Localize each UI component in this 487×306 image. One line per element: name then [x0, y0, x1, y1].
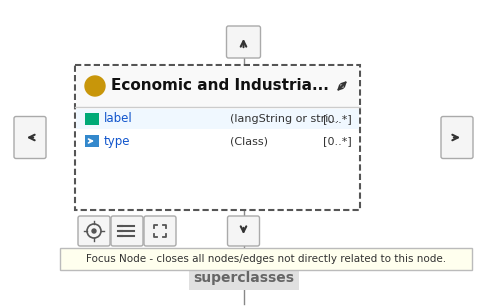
Circle shape: [92, 229, 96, 233]
FancyBboxPatch shape: [85, 113, 99, 125]
Text: (Class): (Class): [230, 136, 268, 146]
FancyBboxPatch shape: [76, 109, 359, 129]
Text: superclasses: superclasses: [193, 271, 294, 285]
Text: [0..*]: [0..*]: [323, 114, 352, 124]
FancyBboxPatch shape: [75, 65, 360, 210]
Text: [0..*]: [0..*]: [323, 136, 352, 146]
FancyBboxPatch shape: [14, 117, 46, 159]
Text: type: type: [104, 135, 131, 147]
FancyBboxPatch shape: [441, 117, 473, 159]
Text: Economic and Industria...: Economic and Industria...: [111, 79, 329, 94]
FancyBboxPatch shape: [226, 26, 261, 58]
FancyBboxPatch shape: [76, 131, 359, 151]
Circle shape: [85, 76, 105, 96]
Text: (langString or stri...: (langString or stri...: [230, 114, 339, 124]
Text: label: label: [104, 113, 133, 125]
FancyBboxPatch shape: [111, 216, 143, 246]
FancyBboxPatch shape: [227, 216, 260, 246]
FancyBboxPatch shape: [85, 135, 99, 147]
FancyBboxPatch shape: [76, 66, 359, 107]
Text: Focus Node - closes all nodes/edges not directly related to this node.: Focus Node - closes all nodes/edges not …: [86, 254, 446, 264]
FancyBboxPatch shape: [60, 248, 472, 270]
FancyBboxPatch shape: [144, 216, 176, 246]
FancyBboxPatch shape: [78, 216, 110, 246]
FancyBboxPatch shape: [188, 268, 299, 290]
